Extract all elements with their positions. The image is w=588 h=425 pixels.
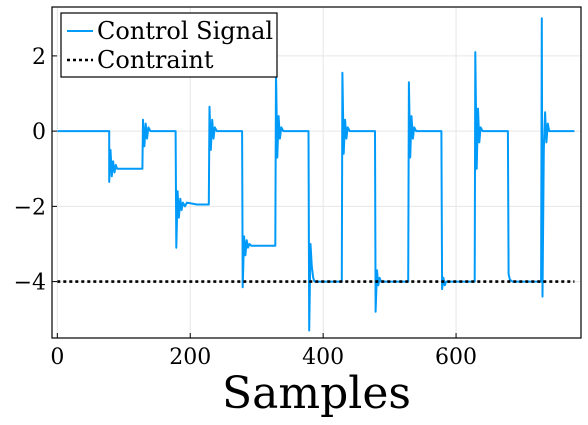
y-tick-label: 0 bbox=[32, 120, 46, 145]
x-tick-label: 400 bbox=[302, 345, 344, 370]
plot-frame bbox=[51, 6, 582, 339]
legend-box bbox=[60, 12, 278, 78]
x-tick-label: 200 bbox=[169, 345, 211, 370]
y-tick-label: −2 bbox=[14, 195, 46, 220]
y-tick-label: 2 bbox=[32, 45, 46, 70]
tick-marks bbox=[52, 55, 457, 338]
legend-label: Control Signal bbox=[97, 17, 273, 45]
tick-labels: 0 200 400 600 2 0 −2 −4 bbox=[14, 45, 477, 370]
x-axis-label: Samples bbox=[222, 368, 411, 419]
plot-lines bbox=[57, 17, 575, 332]
control-signal-line bbox=[57, 17, 575, 332]
y-tick-label: −4 bbox=[14, 271, 46, 296]
x-tick-label: 600 bbox=[435, 345, 477, 370]
x-tick-label: 0 bbox=[50, 345, 64, 370]
legend-label: Contraint bbox=[97, 46, 214, 74]
